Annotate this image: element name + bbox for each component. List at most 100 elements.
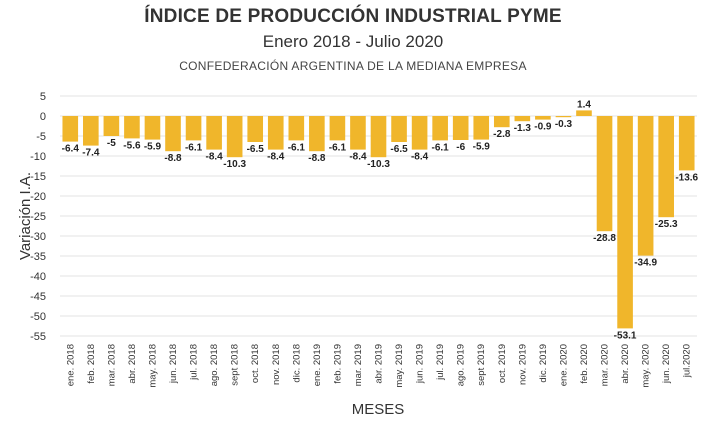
bar — [473, 116, 490, 140]
data-label: -34.9 — [634, 258, 657, 269]
x-tick-label: feb. 2018 — [86, 344, 97, 384]
bar — [535, 116, 551, 120]
x-tick-label: oct. 2018 — [250, 344, 261, 383]
bar — [391, 116, 407, 142]
x-tick-label: ago. 2018 — [209, 344, 220, 386]
bar — [83, 116, 99, 146]
data-label: -7.4 — [82, 148, 100, 159]
x-tick-label: sept 2018 — [230, 344, 241, 386]
bar — [103, 116, 120, 136]
bar — [350, 116, 366, 150]
bar — [144, 116, 161, 140]
x-tick-label: jul. 2019 — [435, 344, 446, 381]
data-label: -1.3 — [514, 123, 532, 134]
bar — [247, 116, 264, 142]
x-tick-label: oct. 2019 — [497, 344, 508, 383]
x-tick-label: jul.2020 — [682, 344, 693, 378]
y-tick-label: 5 — [40, 91, 46, 103]
chart-subtitle: Enero 2018 - Julio 2020 — [262, 32, 444, 51]
x-tick-label: ene. 2019 — [312, 344, 323, 386]
y-tick-label: -20 — [30, 191, 46, 203]
data-label: -8.4 — [411, 152, 429, 163]
data-label: -53.1 — [614, 330, 637, 341]
data-label: -0.9 — [534, 122, 552, 133]
y-tick-label: -50 — [30, 311, 46, 323]
data-label: -5 — [107, 138, 116, 149]
x-tick-label: ago. 2019 — [456, 344, 467, 386]
bar — [226, 116, 243, 158]
bar — [555, 116, 572, 118]
bar — [309, 116, 325, 152]
bar — [658, 116, 674, 218]
data-label: -5.6 — [123, 140, 141, 151]
y-tick-label: -15 — [30, 171, 46, 183]
grid-lines — [60, 95, 697, 337]
y-axis-ticks: 5 0 -5 -10 -15 -20 -25 -30 -35 -40 -45 -50 -55 — [30, 91, 46, 343]
data-label: -25.3 — [655, 219, 678, 230]
bar — [370, 116, 387, 158]
bar — [452, 116, 469, 140]
data-label: -2.8 — [493, 129, 511, 140]
x-tick-label: ene. 2020 — [558, 344, 569, 386]
y-tick-label: -35 — [30, 251, 46, 263]
bar — [165, 116, 181, 152]
data-label: -5.9 — [473, 142, 491, 153]
bar — [62, 116, 79, 142]
x-tick-label: jun. 2020 — [661, 344, 672, 384]
x-tick-label: feb. 2019 — [332, 344, 343, 384]
chart-title: ÍNDICE DE PRODUCCIÓN INDUSTRIAL PYME — [144, 6, 562, 27]
data-label: 1.4 — [577, 99, 591, 110]
data-label: -5.9 — [144, 142, 162, 153]
y-tick-label: 0 — [40, 111, 46, 123]
x-tick-label: abr. 2018 — [127, 344, 138, 384]
x-tick-label: sept 2019 — [476, 344, 487, 386]
x-tick-label: jun. 2019 — [415, 344, 426, 384]
x-tick-label: may. 2019 — [394, 344, 405, 388]
y-tick-label: -10 — [30, 151, 46, 163]
bar — [206, 116, 222, 150]
bar — [576, 110, 592, 116]
bar — [596, 116, 613, 232]
data-labels: -6.4 -7.4-5 -5.6 -5.9-8.8-6.1-8.4-10.3-6.5-… — [62, 99, 699, 341]
chart-source: CONFEDERACIÓN ARGENTINA DE LA MEDIANA EM… — [179, 59, 527, 73]
y-tick-label: -45 — [30, 291, 46, 303]
data-label: -6 — [456, 142, 465, 153]
bar — [493, 116, 510, 128]
data-label: -0.3 — [555, 119, 573, 130]
data-label: -6.4 — [62, 144, 80, 155]
y-tick-label: -5 — [36, 131, 46, 143]
x-tick-label: ene. 2018 — [65, 344, 76, 386]
data-label: -8.4 — [349, 152, 367, 163]
data-label: -13.6 — [675, 172, 698, 183]
data-label: -8.4 — [267, 152, 285, 163]
data-label: -6.1 — [329, 142, 347, 153]
x-tick-label: mar. 2019 — [353, 344, 364, 386]
x-tick-label: may. 2020 — [641, 344, 652, 388]
data-label: -8.8 — [164, 153, 182, 164]
x-tick-label: may. 2018 — [147, 344, 158, 388]
bar — [329, 116, 346, 141]
bar — [637, 116, 654, 256]
data-label: -10.3 — [367, 159, 390, 170]
data-label: -6.1 — [185, 142, 203, 153]
data-label: -8.4 — [205, 152, 223, 163]
y-tick-label: -40 — [30, 271, 46, 283]
data-label: -6.1 — [432, 142, 450, 153]
bar — [678, 116, 695, 171]
data-label: -6.5 — [390, 144, 408, 155]
x-tick-label: jun. 2018 — [168, 344, 179, 384]
data-label: -6.1 — [288, 142, 306, 153]
bar — [411, 116, 428, 150]
x-tick-label: nov. 2018 — [271, 344, 282, 385]
y-axis-label: Variación I.A. — [17, 172, 34, 260]
data-label: -8.8 — [308, 153, 326, 164]
bar — [124, 116, 140, 139]
x-tick-label: abr. 2020 — [620, 344, 631, 384]
x-tick-label: abr. 2019 — [374, 344, 385, 384]
y-tick-label: -30 — [30, 231, 46, 243]
x-tick-label: jul. 2018 — [189, 344, 200, 381]
x-tick-label: dic. 2019 — [538, 344, 549, 383]
x-axis-ticks: ene. 2018 feb. 2018 mar. 2018 abr. 2018 may.… — [65, 344, 692, 388]
bars — [62, 110, 695, 329]
